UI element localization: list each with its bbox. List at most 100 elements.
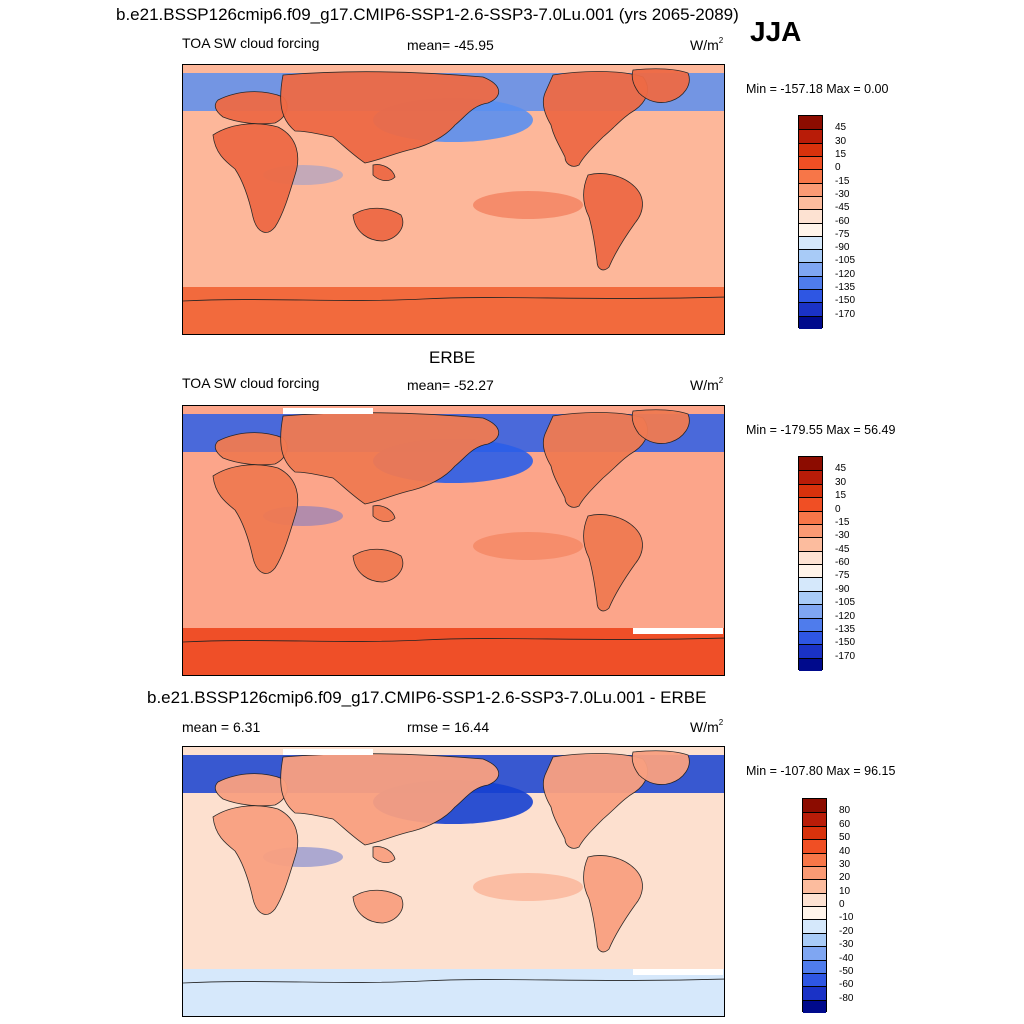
colorbar-tick-label: -120 <box>835 268 856 280</box>
colorbar-swatch <box>803 799 826 813</box>
colorbar-tick-label: 80 <box>839 805 851 817</box>
colorbar-swatch <box>799 657 822 671</box>
colorbar-tick-label: -50 <box>839 965 854 977</box>
colorbar-swatch <box>799 116 822 130</box>
colorbar-tick-label: 15 <box>835 148 847 160</box>
colorbar-tick-label: 30 <box>835 135 847 147</box>
panel-2-minmax: Min = -179.55 Max = 56.49 <box>746 423 896 437</box>
colorbar-tick-label: 60 <box>839 818 851 830</box>
colorbar-tick-label: 40 <box>839 845 851 857</box>
colorbar-swatch <box>803 986 826 1000</box>
panel-2-units: W/m2 <box>690 376 724 393</box>
season-label: JJA <box>750 16 802 47</box>
colorbar-tick-label: -170 <box>835 650 856 662</box>
colorbar-swatch <box>799 630 822 645</box>
colorbar-tick-label: -60 <box>839 979 854 991</box>
colorbar-swatch <box>799 483 822 498</box>
continent-outline <box>212 464 299 574</box>
panel-1-mean-label: mean= -45.95 <box>407 37 494 53</box>
continent-outline <box>212 123 299 233</box>
colorbar-tick-label: -80 <box>839 992 854 1004</box>
colorbar-tick-label: -45 <box>835 202 850 214</box>
colorbar-tick-label: 30 <box>839 858 851 870</box>
antarctica-outline <box>183 637 724 643</box>
subtropical-feature <box>473 532 583 560</box>
colorbar-tick-label: -15 <box>835 516 850 528</box>
colorbar-tick-label: 20 <box>839 872 851 884</box>
continent-outline <box>352 889 404 924</box>
colorbar-tick-label: 45 <box>835 122 847 134</box>
colorbar-swatch <box>799 644 822 658</box>
colorbar-tick-label: -30 <box>835 530 850 542</box>
colorbar-swatch <box>799 457 822 471</box>
panel-1-units: W/m2 <box>690 36 724 53</box>
colorbar-swatch <box>803 839 826 853</box>
colorbar-swatch <box>803 946 826 960</box>
colorbar-swatches <box>798 115 823 329</box>
colorbar-swatch <box>799 222 822 236</box>
colorbar-tick-label: -75 <box>835 228 850 240</box>
colorbar-swatch <box>803 879 826 893</box>
colorbar-swatch <box>799 209 822 223</box>
colorbar-swatch <box>799 315 822 329</box>
continent-outline <box>583 514 643 612</box>
colorbar-swatch <box>799 249 822 263</box>
continent-outline <box>214 773 288 807</box>
colorbar-swatch <box>803 906 826 920</box>
colorbar-tick-label: -105 <box>835 597 856 609</box>
continent-outline <box>631 409 690 444</box>
colorbar-swatch <box>803 892 826 906</box>
missing-data-north <box>283 749 373 755</box>
colorbar-tick-label: -150 <box>835 637 856 649</box>
colorbar-swatch <box>799 129 822 143</box>
colorbar-swatch <box>799 550 822 564</box>
colorbar-tick-label: -120 <box>835 610 856 622</box>
colorbar-swatch <box>799 537 822 551</box>
colorbar-swatch <box>799 169 822 183</box>
colorbar-swatch <box>799 604 822 618</box>
colorbar-tick-label: -10 <box>839 912 854 924</box>
colorbar-tick-label: -135 <box>835 623 856 635</box>
colorbar-swatch <box>799 155 822 170</box>
colorbar-tick-label: -40 <box>839 952 854 964</box>
colorbar-tick-label: -20 <box>839 925 854 937</box>
continent-outline <box>280 412 500 505</box>
colorbar-tick-label: -30 <box>835 188 850 200</box>
colorbar-tick-label: -90 <box>835 583 850 595</box>
panel-3-units: W/m2 <box>690 718 724 735</box>
colorbar-swatch <box>799 262 822 276</box>
panel-3-title: b.e21.BSSP126cmip6.f09_g17.CMIP6-SSP1-2.… <box>147 688 707 707</box>
continent-outline <box>372 846 396 863</box>
missing-data-south <box>633 969 723 975</box>
colorbar-tick-label: -60 <box>835 557 850 568</box>
continent-outline <box>352 207 404 242</box>
colorbar-swatch <box>799 617 822 631</box>
antarctica-outline <box>183 978 724 984</box>
continent-outline <box>214 91 288 125</box>
continent-outline <box>583 855 643 953</box>
colorbar-swatch <box>803 865 826 880</box>
panel-3-mean-label: mean = 6.31 <box>182 719 261 735</box>
colorbar-tick-label: 50 <box>839 832 851 844</box>
colorbar-tick-label: -75 <box>835 570 850 582</box>
colorbar-swatch <box>803 919 826 933</box>
south-band <box>183 287 724 334</box>
colorbar-tick-label: 0 <box>839 899 845 910</box>
colorbar-swatch <box>803 825 826 840</box>
colorbar-swatch <box>803 959 826 973</box>
colorbar-tick-label: -15 <box>835 175 850 187</box>
missing-data-north <box>283 408 373 414</box>
colorbar-tick-label: -150 <box>835 295 856 307</box>
panel-2-mean-label: mean= -52.27 <box>407 377 494 393</box>
colorbar-tick-label: -90 <box>835 242 850 254</box>
colorbar-swatch <box>803 972 826 987</box>
colorbar-swatches <box>802 798 827 1013</box>
colorbar-swatch <box>799 195 822 210</box>
colorbar-tick-label: -105 <box>835 255 856 267</box>
missing-data-south <box>633 628 723 634</box>
antarctica-outline <box>183 296 724 302</box>
colorbar-tick-label: -170 <box>835 308 856 320</box>
colorbar-swatch <box>799 142 822 156</box>
figure-title: b.e21.BSSP126cmip6.f09_g17.CMIP6-SSP1-2.… <box>116 5 739 24</box>
colorbar-tick-label: -135 <box>835 282 856 294</box>
